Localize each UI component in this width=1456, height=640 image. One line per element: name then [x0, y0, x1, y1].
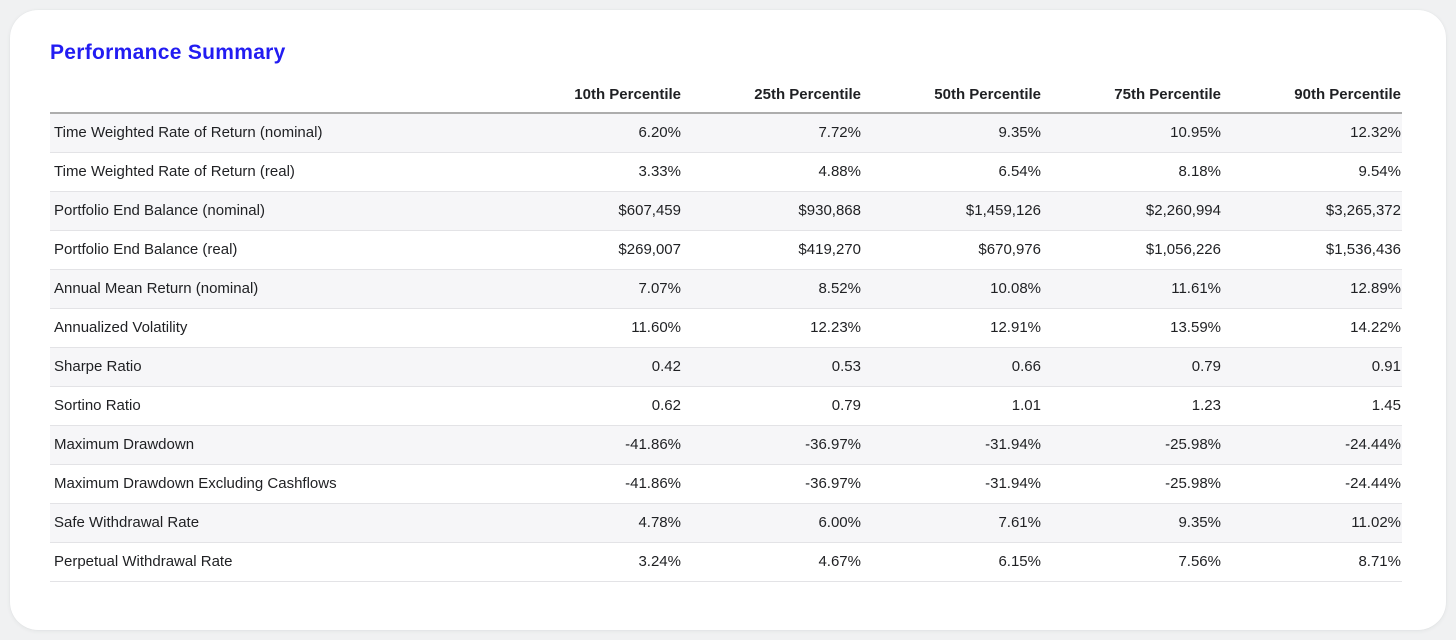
metric-value: $607,459	[502, 191, 682, 231]
metric-value: 6.15%	[862, 542, 1042, 582]
table-row: Time Weighted Rate of Return (nominal) 6.…	[50, 113, 1402, 153]
metric-value: 12.89%	[1222, 269, 1402, 309]
metric-value: 9.54%	[1222, 152, 1402, 192]
table-row: Annual Mean Return (nominal) 7.07% 8.52% 10…	[50, 269, 1402, 309]
metric-value: 0.42	[502, 347, 682, 387]
metric-value: 3.24%	[502, 542, 682, 582]
metric-value: 3.33%	[502, 152, 682, 192]
metric-value: -41.86%	[502, 425, 682, 465]
metric-value: 7.61%	[862, 503, 1042, 543]
metric-column-spacer	[50, 75, 502, 114]
metric-value: $930,868	[682, 191, 862, 231]
metric-value: 14.22%	[1222, 308, 1402, 348]
performance-summary-card: Performance Summary 10th Percentile 25th …	[10, 10, 1446, 630]
metric-value: 12.32%	[1222, 113, 1402, 153]
metric-value: 0.66	[862, 347, 1042, 387]
table-row: Safe Withdrawal Rate 4.78% 6.00% 7.61% 9.35%…	[50, 503, 1402, 543]
metric-value: 1.23	[1042, 386, 1222, 426]
metric-value: 0.53	[682, 347, 862, 387]
metric-value: 11.02%	[1222, 503, 1402, 543]
metric-value: 8.52%	[682, 269, 862, 309]
metric-label: Safe Withdrawal Rate	[50, 503, 502, 543]
table-body: Time Weighted Rate of Return (nominal) 6.…	[50, 113, 1402, 582]
metric-value: $419,270	[682, 230, 862, 270]
metric-value: -24.44%	[1222, 425, 1402, 465]
metric-value: $269,007	[502, 230, 682, 270]
metric-value: 7.56%	[1042, 542, 1222, 582]
metric-value: 10.08%	[862, 269, 1042, 309]
table-header-row: 10th Percentile 25th Percentile 50th Perce…	[50, 75, 1402, 114]
performance-table: 10th Percentile 25th Percentile 50th Perce…	[50, 75, 1402, 582]
metric-value: 0.91	[1222, 347, 1402, 387]
table-row: Sortino Ratio 0.62 0.79 1.01 1.23 1.45	[50, 386, 1402, 426]
metric-value: -25.98%	[1042, 464, 1222, 504]
metric-value: 1.01	[862, 386, 1042, 426]
table-row: Time Weighted Rate of Return (real) 3.33%…	[50, 152, 1402, 192]
metric-value: 13.59%	[1042, 308, 1222, 348]
metric-value: 0.62	[502, 386, 682, 426]
column-header: 50th Percentile	[862, 75, 1042, 114]
metric-label: Sortino Ratio	[50, 386, 502, 426]
table-row: Portfolio End Balance (nominal) $607,459 $…	[50, 191, 1402, 231]
metric-value: -36.97%	[682, 425, 862, 465]
metric-value: -36.97%	[682, 464, 862, 504]
metric-label: Perpetual Withdrawal Rate	[50, 542, 502, 582]
table-row: Annualized Volatility 11.60% 12.23% 12.91% 1…	[50, 308, 1402, 348]
metric-value: 11.61%	[1042, 269, 1222, 309]
metric-label: Maximum Drawdown	[50, 425, 502, 465]
metric-value: 12.91%	[862, 308, 1042, 348]
metric-label: Annualized Volatility	[50, 308, 502, 348]
metric-value: $3,265,372	[1222, 191, 1402, 231]
column-header: 90th Percentile	[1222, 75, 1402, 114]
metric-value: -25.98%	[1042, 425, 1222, 465]
metric-label: Annual Mean Return (nominal)	[50, 269, 502, 309]
metric-label: Maximum Drawdown Excluding Cashflows	[50, 464, 502, 504]
metric-value: -31.94%	[862, 425, 1042, 465]
table-row: Sharpe Ratio 0.42 0.53 0.66 0.79 0.91	[50, 347, 1402, 387]
metric-value: 8.71%	[1222, 542, 1402, 582]
metric-label: Portfolio End Balance (nominal)	[50, 191, 502, 231]
table-row: Maximum Drawdown -41.86% -36.97% -31.94% -25…	[50, 425, 1402, 465]
table-row: Perpetual Withdrawal Rate 3.24% 4.67% 6.15%…	[50, 542, 1402, 582]
metric-value: $670,976	[862, 230, 1042, 270]
metric-value: 9.35%	[862, 113, 1042, 153]
metric-value: 12.23%	[682, 308, 862, 348]
metric-value: 0.79	[1042, 347, 1222, 387]
metric-value: 9.35%	[1042, 503, 1222, 543]
metric-value: 8.18%	[1042, 152, 1222, 192]
metric-value: 1.45	[1222, 386, 1402, 426]
table-row: Maximum Drawdown Excluding Cashflows -41.…	[50, 464, 1402, 504]
metric-value: 4.67%	[682, 542, 862, 582]
metric-value: $1,056,226	[1042, 230, 1222, 270]
column-header: 25th Percentile	[682, 75, 862, 114]
column-header: 10th Percentile	[502, 75, 682, 114]
metric-label: Time Weighted Rate of Return (nominal)	[50, 113, 502, 153]
table-row: Portfolio End Balance (real) $269,007 $419…	[50, 230, 1402, 270]
page-title: Performance Summary	[50, 41, 286, 64]
metric-value: 6.00%	[682, 503, 862, 543]
metric-value: 7.72%	[682, 113, 862, 153]
metric-value: -24.44%	[1222, 464, 1402, 504]
table-header: 10th Percentile 25th Percentile 50th Perce…	[50, 75, 1402, 114]
metric-value: 11.60%	[502, 308, 682, 348]
metric-value: 4.78%	[502, 503, 682, 543]
metric-value: 10.95%	[1042, 113, 1222, 153]
metric-label: Portfolio End Balance (real)	[50, 230, 502, 270]
metric-value: 7.07%	[502, 269, 682, 309]
metric-value: -31.94%	[862, 464, 1042, 504]
metric-value: $1,536,436	[1222, 230, 1402, 270]
metric-value: 6.20%	[502, 113, 682, 153]
metric-value: 6.54%	[862, 152, 1042, 192]
metric-value: -41.86%	[502, 464, 682, 504]
metric-value: $2,260,994	[1042, 191, 1222, 231]
metric-label: Time Weighted Rate of Return (real)	[50, 152, 502, 192]
metric-label: Sharpe Ratio	[50, 347, 502, 387]
metric-value: 0.79	[682, 386, 862, 426]
column-header: 75th Percentile	[1042, 75, 1222, 114]
metric-value: 4.88%	[682, 152, 862, 192]
metric-value: $1,459,126	[862, 191, 1042, 231]
